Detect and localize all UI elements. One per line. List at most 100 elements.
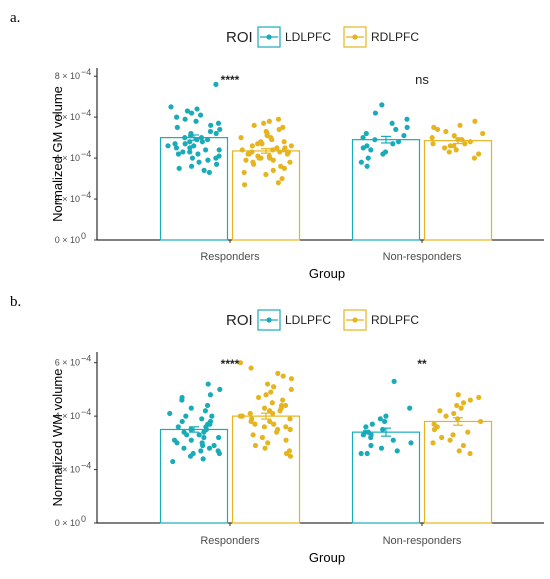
y-tick-exponent: −4 (81, 461, 91, 471)
data-point (451, 143, 457, 149)
data-point (391, 378, 397, 384)
y-tick-label: 4 × 10 (55, 153, 80, 163)
data-point (258, 155, 264, 161)
x-tick-label: Responders (200, 251, 260, 263)
data-point (213, 161, 220, 167)
data-point (206, 445, 213, 451)
legend-title: ROI (226, 312, 253, 329)
data-point (188, 163, 195, 169)
data-point (251, 161, 257, 167)
data-point (184, 108, 191, 114)
data-point (368, 147, 374, 153)
data-point (270, 157, 276, 163)
data-point (201, 167, 207, 173)
data-point (207, 392, 214, 398)
legend-label-rdlpfc: RDLPFC (371, 30, 419, 44)
data-point (188, 110, 195, 116)
data-point (191, 143, 197, 149)
data-point (167, 410, 173, 417)
data-point (471, 155, 478, 161)
data-point (203, 147, 209, 153)
data-point (172, 141, 178, 147)
data-point (288, 143, 294, 149)
data-point (261, 120, 267, 126)
data-point (467, 397, 473, 403)
data-point (242, 182, 248, 188)
data-point (270, 167, 276, 173)
data-point (187, 145, 193, 151)
data-point (213, 81, 219, 87)
legend-title: ROI (226, 29, 253, 46)
data-point (429, 135, 435, 141)
data-point (199, 139, 205, 145)
data-point (381, 418, 388, 425)
data-point (174, 124, 180, 130)
y-tick-exponent: −4 (81, 407, 91, 417)
y-tick-exponent: −4 (81, 149, 91, 159)
data-point (282, 402, 289, 409)
legend-key-dot-rdlpfc (352, 34, 358, 40)
data-point (261, 424, 267, 430)
bar-ldlpfc-non-responders (351, 431, 421, 524)
data-point (279, 175, 285, 182)
data-point (358, 159, 364, 165)
data-point (248, 365, 254, 371)
data-point (372, 110, 379, 116)
y-tick-label: 2 × 10 (55, 465, 80, 475)
legend-label-ldlpfc: LDLPFC (285, 313, 331, 327)
y-tick-label: 4 × 10 (55, 411, 80, 421)
data-point (383, 413, 389, 419)
data-point (364, 163, 370, 169)
legend-label-ldlpfc: LDLPFC (285, 30, 331, 44)
data-point (205, 381, 211, 387)
data-point (252, 421, 258, 427)
data-point (209, 413, 215, 419)
data-point (476, 151, 482, 157)
data-point (365, 155, 371, 161)
data-point (372, 137, 378, 143)
legend-key-dot-ldlpfc (266, 317, 272, 323)
bar-rdlpfc-non-responders (423, 140, 493, 241)
data-point (465, 429, 471, 435)
x-axis-title: Group (309, 266, 345, 281)
data-point (184, 432, 190, 438)
data-point (204, 402, 211, 409)
significance-label: ns (415, 72, 429, 87)
data-point (274, 145, 280, 151)
data-point (360, 135, 366, 141)
legend: ROI LDLPFC RDLPFC (226, 26, 419, 48)
data-point (430, 440, 436, 446)
data-point (378, 445, 385, 451)
data-point (250, 432, 256, 438)
data-point (360, 432, 366, 438)
data-point (206, 169, 212, 176)
data-point (194, 137, 200, 143)
data-point (394, 448, 400, 454)
data-point (275, 370, 281, 376)
data-point (241, 169, 247, 176)
data-point (255, 141, 261, 147)
data-point (165, 143, 171, 149)
data-point (194, 106, 200, 112)
data-point (270, 410, 276, 417)
data-point (447, 143, 453, 149)
data-point (243, 157, 249, 163)
bar-ldlpfc-responders (159, 428, 229, 524)
data-point (447, 437, 453, 443)
data-point (202, 408, 209, 414)
data-point (443, 413, 449, 419)
data-point (458, 405, 464, 411)
data-point (176, 165, 182, 171)
y-tick-label: 0 × 10 (55, 518, 80, 528)
data-point (389, 120, 395, 126)
data-point (462, 141, 468, 147)
data-point (175, 151, 182, 157)
data-point (204, 137, 211, 143)
data-point (188, 405, 194, 411)
data-point (280, 397, 286, 403)
y-axis-title: Normalized WM volume (50, 369, 65, 507)
data-point (179, 418, 185, 425)
data-point (182, 135, 188, 141)
data-point (198, 135, 205, 141)
significance-label: **** (221, 73, 240, 87)
